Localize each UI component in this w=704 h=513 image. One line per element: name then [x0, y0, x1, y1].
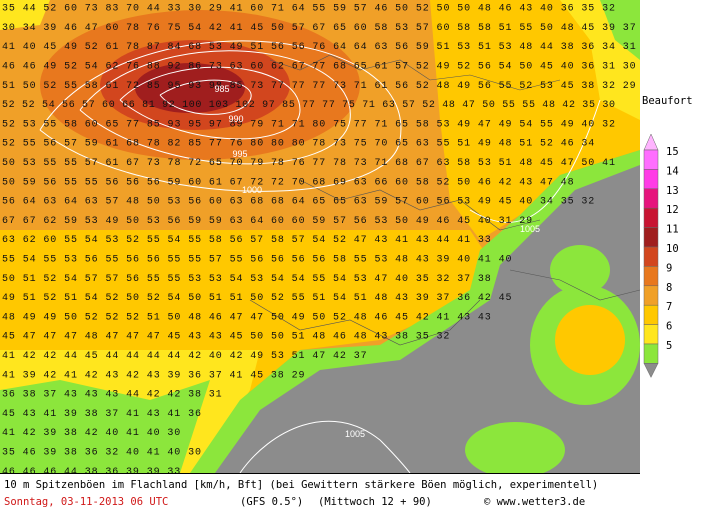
- grid-row: 41 39 42 41 42 43 42 43 39 36 37 41 45 3…: [2, 370, 305, 381]
- grid-row: 46 46 46 44 38 36 39 39 33: [2, 467, 180, 478]
- legend-label: 9: [666, 262, 672, 274]
- legend-swatch: [643, 227, 659, 248]
- legend-label: 5: [666, 340, 672, 352]
- legend-label: 10: [666, 243, 679, 255]
- footer-date: Sonntag, 03-11-2013 06 UTC: [4, 496, 168, 508]
- grid-row: 41 42 42 44 45 44 44 44 44 42 40 42 49 5…: [2, 351, 367, 362]
- grid-row: 52 52 54 56 57 60 66 81 92 100 103 102 9…: [2, 100, 615, 111]
- isobar: [239, 420, 411, 474]
- border: [269, 54, 561, 91]
- legend-label: 6: [666, 321, 672, 333]
- legend-swatch: [643, 188, 659, 209]
- border: [509, 269, 641, 301]
- legend-cap: [643, 363, 659, 378]
- legend-swatch: [643, 246, 659, 267]
- footer-title: 10 m Spitzenböen im Flachland [km/h, Bft…: [4, 479, 598, 491]
- isobar-labels: 985 990 995 1000 1005 1005: [214, 84, 540, 439]
- isobar-label: 995: [232, 149, 247, 159]
- field-6: [0, 0, 50, 30]
- grid-row: 41 40 45 49 52 61 78 87 84 68 53 49 51 5…: [2, 42, 656, 53]
- isobar-label: 1000: [242, 185, 262, 195]
- legend-swatch: [643, 304, 659, 325]
- grid-row: 50 53 55 55 57 61 67 73 78 72 65 70 79 7…: [2, 158, 615, 169]
- grid-row: 30 34 39 46 47 60 78 76 75 54 42 41 45 5…: [2, 23, 656, 34]
- legend-swatch: [643, 324, 659, 345]
- grid-row: 48 49 49 50 52 52 52 51 50 48 46 47 47 5…: [2, 312, 491, 323]
- border: [299, 179, 541, 231]
- grid-row: 46 46 49 52 54 62 76 88 92 86 73 63 60 6…: [2, 62, 636, 73]
- grid-row: 67 67 62 59 53 49 50 53 56 59 59 63 64 6…: [2, 216, 532, 227]
- legend-title: Beaufort: [642, 95, 693, 107]
- grid-row: 35 44 52 60 73 83 70 44 33 30 29 41 60 7…: [2, 4, 615, 15]
- legend-label: 11: [666, 224, 679, 236]
- grid-row: 52 55 56 57 59 61 68 78 82 85 77 76 80 8…: [2, 139, 594, 150]
- field-5: [550, 245, 610, 295]
- isobar: [159, 79, 252, 115]
- footer-model: (GFS 0.5°): [240, 496, 303, 508]
- footer-run: (Mittwoch 12 + 90): [318, 496, 432, 508]
- field-7: [555, 305, 625, 375]
- grid-row: 49 51 52 51 54 52 50 52 54 50 51 51 50 5…: [2, 293, 511, 304]
- field-5: [0, 380, 210, 473]
- isobar-label: 1005: [520, 224, 540, 234]
- grid-row: 36 38 37 43 43 43 44 42 42 38 31: [2, 390, 222, 401]
- grid-row: 35 46 39 38 36 32 40 41 40 30: [2, 448, 201, 459]
- border: [249, 299, 481, 346]
- legend-label: 8: [666, 282, 672, 294]
- legend-label: 15: [666, 146, 679, 158]
- field-below-5: [215, 165, 640, 473]
- legend-swatch: [643, 149, 659, 170]
- field-5: [600, 0, 640, 60]
- legend-swatch: [643, 169, 659, 190]
- legend-label: 7: [666, 301, 672, 313]
- isobar: [469, 99, 601, 223]
- legend-swatch: [643, 266, 659, 287]
- isobar-label: 1005: [345, 429, 365, 439]
- isobar: [119, 66, 301, 140]
- grid-row: 50 59 56 55 55 56 56 56 59 60 61 67 72 7…: [2, 177, 574, 188]
- grid-row: 41 42 39 38 42 40 41 40 30: [2, 428, 180, 439]
- map-fields: [0, 0, 640, 478]
- footer-credit: © www.wetter3.de: [484, 496, 585, 508]
- value-grid: 35 44 52 60 73 83 70 44 33 30 29 41 60 7…: [2, 4, 656, 478]
- grid-row: 63 62 60 55 54 53 52 55 54 55 58 56 57 5…: [2, 235, 491, 246]
- legend-label: 13: [666, 185, 679, 197]
- legend-label: 12: [666, 204, 679, 216]
- footer-background: [0, 473, 640, 513]
- grid-row: 45 47 47 47 48 47 47 47 45 43 43 45 50 5…: [2, 332, 449, 343]
- legend-swatch: [643, 343, 659, 364]
- legend-swatch: [643, 207, 659, 228]
- isobar-label: 990: [228, 114, 243, 124]
- grid-row: 55 54 55 53 56 55 56 56 55 55 57 55 56 5…: [2, 255, 511, 266]
- isobar: [79, 50, 351, 165]
- field-5: [465, 422, 565, 478]
- grid-row: 52 53 55 58 60 65 77 85 93 95 97 89 79 7…: [2, 119, 615, 130]
- legend-swatch: [643, 285, 659, 306]
- isobars: [39, 40, 601, 474]
- field-7: [430, 0, 640, 240]
- grid-row: 50 51 52 54 57 57 56 55 55 53 53 54 53 5…: [2, 274, 491, 285]
- grid-row: 51 50 52 55 58 61 72 85 95 93 98 85 73 7…: [2, 81, 636, 92]
- legend-label: 14: [666, 165, 679, 177]
- legend: Beaufort 15 14 13 12 11 10 9 8 7 6 5: [640, 0, 704, 473]
- isobar: [39, 40, 402, 192]
- borders: [249, 54, 641, 346]
- grid-row: 45 43 41 39 38 37 41 43 41 36: [2, 409, 201, 420]
- grid-row: 56 64 63 64 63 57 48 50 53 56 60 63 68 6…: [2, 197, 594, 208]
- isobar-label: 985: [214, 84, 229, 94]
